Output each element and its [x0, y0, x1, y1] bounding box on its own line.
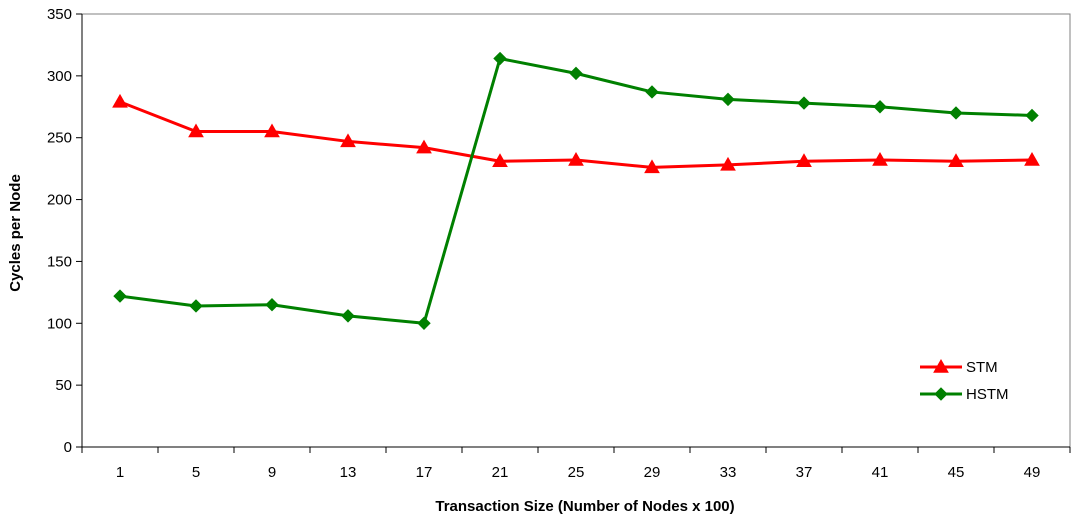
data-point-stm — [644, 159, 660, 174]
series-hstm — [113, 51, 1039, 330]
data-point-hstm — [265, 298, 279, 312]
data-point-hstm — [1025, 108, 1039, 123]
data-point-hstm — [645, 85, 659, 99]
data-point-stm — [720, 156, 736, 171]
data-point-hstm — [113, 289, 127, 303]
legend: STM HSTM — [920, 358, 1009, 403]
legend-label-hstm: HSTM — [966, 386, 1009, 403]
data-point-stm — [872, 151, 888, 166]
legend-item-hstm: HSTM — [920, 386, 1009, 403]
data-point-stm — [796, 153, 812, 167]
series-line-hstm — [119, 57, 1033, 325]
y-tick-label: 100 — [47, 315, 72, 332]
legend-marker-stm — [933, 358, 949, 373]
data-point-hstm — [417, 316, 431, 330]
legend-label-stm: STM — [966, 359, 998, 376]
data-point-stm — [416, 139, 432, 154]
data-point-hstm — [873, 100, 887, 114]
data-point-hstm — [189, 299, 203, 313]
data-point-stm — [492, 153, 508, 167]
data-point-hstm — [949, 106, 963, 120]
y-tick-label: 200 — [47, 192, 72, 209]
x-tick-label: 25 — [568, 464, 585, 481]
x-tick-label: 1 — [116, 464, 124, 481]
x-tick-label: 49 — [1024, 464, 1041, 481]
legend-marker-hstm — [934, 387, 948, 401]
x-tick-label: 5 — [192, 464, 200, 481]
data-point-hstm — [341, 309, 355, 323]
y-tick-label: 350 — [47, 6, 72, 23]
x-tick-label: 37 — [796, 464, 813, 481]
data-point-stm — [188, 123, 204, 138]
x-tick-label: 29 — [644, 464, 661, 481]
data-point-hstm — [569, 66, 583, 81]
y-tick-label: 150 — [47, 253, 72, 270]
data-point-hstm — [797, 96, 811, 110]
data-point-stm — [340, 133, 356, 148]
data-point-stm — [568, 151, 584, 166]
y-tick-label: 300 — [47, 68, 72, 85]
data-point-hstm — [721, 92, 735, 107]
x-tick-label: 9 — [268, 464, 276, 481]
x-axis-title: Transaction Size (Number of Nodes x 100) — [435, 498, 734, 515]
x-tick-label: 17 — [416, 464, 433, 481]
y-tick-label: 0 — [64, 439, 72, 456]
series-layer — [112, 51, 1040, 330]
y-axis-title: Cycles per Node — [7, 174, 24, 292]
x-tick-label: 21 — [492, 464, 509, 481]
y-tick-label: 50 — [55, 377, 72, 394]
x-tick-label: 45 — [948, 464, 965, 481]
data-point-stm — [948, 153, 964, 167]
data-point-stm — [264, 123, 280, 138]
data-point-hstm — [493, 51, 507, 66]
legend-item-stm: STM — [920, 358, 998, 376]
x-tick-label: 41 — [872, 464, 889, 481]
x-tick-label: 33 — [720, 464, 737, 481]
y-tick-label: 250 — [47, 130, 72, 147]
y-axis: 0 50 100 150 200 250 300 350 — [47, 6, 83, 456]
data-point-stm — [1024, 151, 1040, 166]
x-axis: 1 5 9 13 17 21 25 29 33 37 41 45 49 — [81, 446, 1071, 481]
data-point-stm — [112, 93, 128, 108]
series-stm — [112, 93, 1040, 174]
x-tick-label: 13 — [340, 464, 357, 481]
